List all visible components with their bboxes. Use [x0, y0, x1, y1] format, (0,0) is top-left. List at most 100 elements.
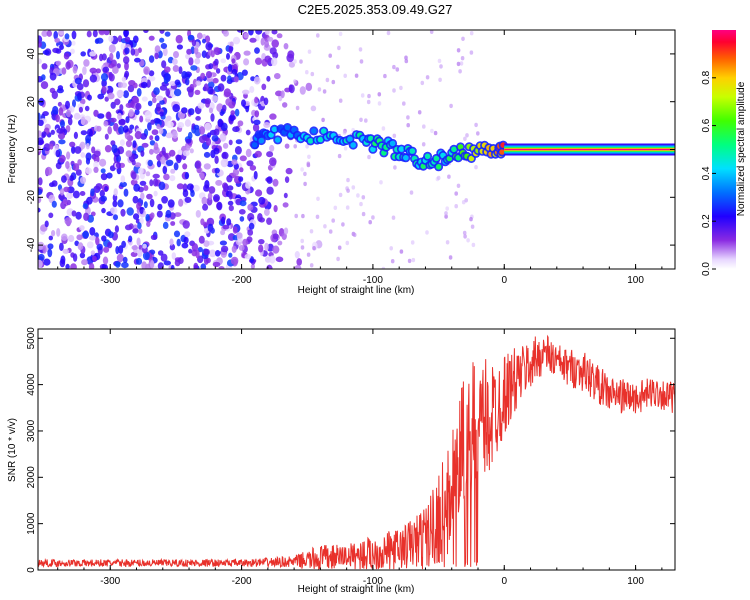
x-tick-label: -300 — [100, 576, 120, 587]
heatmap-cell — [76, 234, 83, 241]
heatmap-cell — [250, 264, 255, 269]
heatmap-cell — [366, 99, 371, 105]
heatmap-cell — [445, 206, 450, 211]
heatmap-cell — [52, 105, 59, 115]
heatmap-cell — [90, 250, 96, 256]
heatmap-cell — [63, 186, 70, 193]
heatmap-cell — [119, 181, 128, 188]
ridge-point — [455, 155, 462, 161]
heatmap-cell — [74, 77, 82, 85]
heatmap-cell — [333, 205, 338, 210]
heatmap-cell — [54, 37, 60, 43]
heatmap-cell — [154, 135, 160, 142]
heatmap-cell — [143, 66, 151, 75]
heatmap-cell — [258, 239, 265, 245]
heatmap-cell — [182, 220, 190, 229]
heatmap-cell — [303, 181, 307, 187]
heatmap-cell — [80, 152, 86, 158]
heatmap-cell — [221, 151, 229, 160]
heatmap-cell — [183, 236, 189, 244]
heatmap-cell — [247, 203, 254, 211]
heatmap-cell — [469, 31, 474, 36]
heatmap-cell — [267, 36, 274, 42]
heatmap-cell — [192, 184, 200, 192]
ridge-point — [435, 164, 442, 170]
heatmap-cell — [191, 39, 197, 47]
heatmap-cell — [271, 39, 280, 48]
heatmap-cell — [116, 161, 121, 169]
heatmap-cell — [107, 241, 113, 249]
heatmap-cell — [190, 65, 198, 71]
heatmap-cell — [41, 30, 48, 37]
heatmap-cell — [69, 141, 76, 148]
heatmap-cell — [95, 68, 101, 74]
heatmap-cell — [83, 212, 90, 221]
heatmap-cell — [283, 227, 289, 235]
heatmap-cell — [247, 229, 254, 236]
heatmap-cell — [77, 92, 82, 101]
heatmap-cell — [243, 50, 251, 56]
heatmap-cell — [38, 112, 41, 121]
heatmap-cell — [157, 203, 163, 211]
heatmap-cell — [92, 30, 98, 38]
heatmap-cell — [113, 214, 118, 221]
heatmap-cell — [229, 113, 235, 122]
heatmap-cell — [275, 256, 284, 263]
heatmap-cell — [89, 74, 98, 83]
y-tick-label: 2000 — [26, 466, 37, 489]
heatmap-cell — [248, 30, 254, 36]
heatmap-cell — [149, 179, 154, 187]
heatmap-cell — [82, 203, 89, 209]
heatmap-cell — [303, 171, 307, 177]
heatmap-cell — [163, 260, 171, 266]
heatmap-cell — [95, 183, 103, 190]
y-tick-label: -20 — [26, 190, 37, 205]
heatmap-cell — [156, 160, 162, 168]
heatmap-cell — [93, 150, 101, 157]
heatmap-cell — [337, 45, 341, 51]
heatmap-cell — [459, 61, 464, 66]
heatmap-cell — [123, 90, 129, 99]
heatmap-cell — [173, 88, 182, 97]
heatmap-cell — [219, 240, 227, 246]
ridge-point — [258, 137, 265, 144]
x-tick-label: -100 — [363, 275, 383, 286]
heatmap-cell — [205, 71, 213, 79]
heatmap-cell — [42, 50, 50, 55]
heatmap-cell — [169, 81, 177, 86]
ridge-point — [350, 142, 357, 148]
heatmap-cell — [164, 66, 171, 73]
heatmap-cell — [214, 155, 219, 164]
heatmap-cell — [134, 162, 142, 168]
heatmap-cell — [82, 66, 87, 75]
heatmap-cell — [143, 185, 149, 191]
heatmap-cell — [124, 131, 131, 140]
heatmap-cell — [182, 163, 188, 170]
heatmap-cell — [104, 133, 109, 140]
heatmap-cell — [325, 77, 330, 83]
heatmap-cell — [264, 242, 269, 252]
heatmap-cell — [245, 104, 250, 113]
heatmap-cell — [174, 79, 181, 86]
heatmap-cell — [220, 74, 227, 82]
heatmap-cell — [263, 122, 271, 128]
heatmap-cell — [433, 130, 438, 136]
heatmap-cell — [123, 30, 129, 38]
heatmap-cell — [139, 217, 144, 225]
heatmap-cell — [203, 184, 210, 192]
heatmap-cell — [127, 84, 135, 93]
heatmap-cell — [371, 215, 375, 220]
heatmap-cell — [367, 154, 371, 160]
heatmap-cell — [79, 225, 85, 231]
heatmap-cell — [47, 248, 53, 258]
heatmap-cell — [404, 58, 409, 64]
heatmap-cell — [112, 66, 119, 74]
heatmap-cell — [117, 112, 122, 120]
heatmap-cell — [93, 155, 100, 164]
heatmap-cell — [193, 124, 200, 130]
heatmap-cell — [293, 144, 298, 149]
spectrogram-y-label: Frequency (Hz) — [7, 115, 18, 184]
heatmap-cell — [174, 212, 182, 218]
heatmap-cell — [271, 30, 278, 35]
x-tick-label: -300 — [100, 275, 120, 286]
